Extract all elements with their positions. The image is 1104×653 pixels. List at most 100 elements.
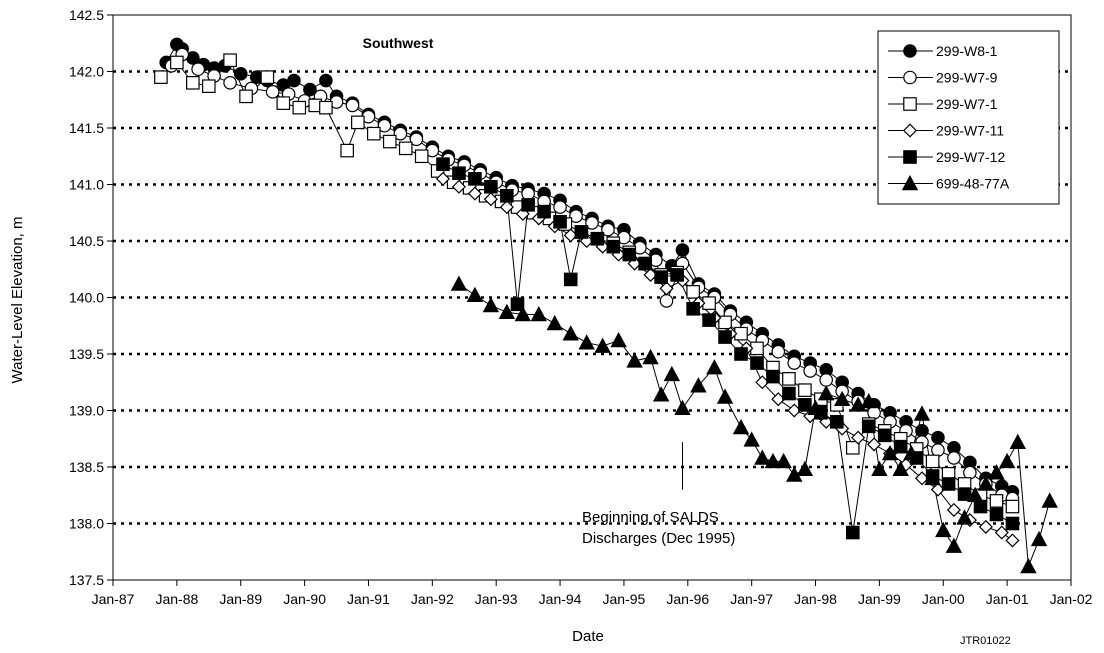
legend-label: 299-W7-12: [936, 149, 1005, 165]
y-tick-label: 142.0: [69, 64, 104, 80]
data-point-s5: [871, 460, 888, 477]
data-point-s1: [803, 364, 818, 378]
legend-label: 299-W7-11: [936, 123, 1004, 139]
data-point-s4: [798, 398, 812, 412]
data-point-s5: [807, 399, 824, 416]
data-point-s0: [319, 73, 333, 88]
data-point-s5: [743, 431, 760, 447]
data-point-s5: [663, 365, 681, 382]
x-tick-label: Jan-02: [1050, 591, 1093, 607]
data-point-s5: [1030, 530, 1048, 547]
salds-annotation: Beginning of SALDS Discharges (Dec 1995): [582, 442, 735, 547]
y-tick-label: 142.5: [69, 7, 104, 23]
data-point-s2: [686, 285, 700, 299]
data-point-s2: [260, 70, 275, 84]
data-point-s1: [601, 222, 615, 237]
x-axis-title: Date: [572, 628, 604, 645]
data-point-s4: [500, 189, 514, 203]
data-point-s5: [796, 460, 814, 477]
data-point-s5: [674, 399, 691, 416]
x-tick-label: Jan-96: [666, 591, 709, 607]
data-point-s2: [276, 96, 291, 110]
data-point-s3: [435, 171, 451, 186]
data-point-s2: [319, 100, 333, 115]
data-point-s4: [574, 225, 589, 239]
y-tick-label: 140.5: [69, 233, 104, 249]
x-tick-label: Jan-95: [603, 591, 646, 607]
data-point-s3: [946, 502, 961, 517]
legend-label: 299-W7-9: [936, 70, 998, 86]
data-point-s1: [409, 132, 424, 147]
legend-label: 299-W8-1: [936, 43, 998, 59]
chart-title: Southwest: [363, 35, 434, 51]
data-point-s2: [718, 315, 732, 330]
data-point-s5: [514, 305, 532, 322]
data-point-s0: [233, 66, 248, 81]
data-point-s4: [750, 356, 764, 370]
data-point-s1: [947, 451, 961, 465]
x-tick-label: Jan-98: [794, 591, 837, 607]
data-point-s5: [833, 390, 851, 406]
data-point-s4: [468, 172, 482, 186]
data-point-s0: [675, 243, 690, 257]
data-point-s3: [994, 525, 1009, 540]
data-point-s3: [451, 179, 466, 194]
legend: 299-W8-1 299-W7-9 299-W7-1 299-W7-11 299-W7-…: [877, 30, 1060, 205]
data-point-s5: [935, 521, 952, 538]
data-point-s5: [690, 377, 707, 393]
annotation-line-1: Beginning of SALDS: [582, 509, 719, 526]
data-point-s2: [340, 143, 354, 158]
data-point-s4: [521, 198, 535, 212]
x-tick-label: Jan-90: [283, 591, 326, 607]
data-point-s5: [450, 275, 468, 291]
data-point-s4: [537, 204, 551, 219]
data-point-s5: [626, 352, 643, 368]
data-point-s3: [499, 200, 514, 215]
data-point-s5: [945, 537, 963, 553]
data-point-s4: [845, 525, 860, 540]
data-point-s4: [622, 247, 637, 262]
data-point-s4: [734, 347, 748, 361]
data-point-s4: [718, 330, 732, 344]
data-point-s3: [978, 519, 993, 534]
data-point-s5: [716, 388, 734, 404]
data-point-s4: [606, 239, 621, 254]
data-point-s1: [585, 216, 599, 230]
data-point-s5: [732, 418, 750, 435]
y-tick-label: 137.5: [69, 572, 104, 588]
data-point-s5: [530, 305, 547, 322]
data-point-s4: [654, 270, 668, 284]
data-point-s1: [819, 373, 833, 387]
data-point-s5: [594, 337, 611, 353]
legend-marker: [903, 97, 917, 111]
data-point-s5: [652, 386, 670, 402]
axes: 137.5 138.0 138.5 139.0 139.5 140.0 140.5 141.0…: [69, 7, 1093, 607]
data-point-s0: [287, 73, 301, 88]
data-point-s2: [382, 134, 397, 149]
data-point-s5: [1020, 557, 1037, 574]
data-point-s4: [563, 272, 578, 287]
data-point-s2: [292, 100, 307, 115]
data-point-s4: [1005, 516, 1020, 531]
data-point-s5: [482, 296, 500, 313]
data-point-s1: [787, 356, 802, 370]
x-tick-label: Jan-91: [347, 591, 390, 607]
y-axis-title: Water-Level Elevation, m: [9, 216, 26, 383]
x-tick-label: Jan-97: [730, 591, 773, 607]
y-tick-label: 141.0: [69, 177, 104, 193]
legend-box: [877, 30, 1060, 205]
data-point-s5: [546, 315, 563, 331]
data-point-s1: [377, 118, 392, 133]
data-point-s2: [782, 372, 796, 386]
data-point-s1: [867, 405, 881, 420]
data-point-s2: [1005, 499, 1020, 514]
data-point-s5: [977, 475, 995, 491]
data-point-s2: [239, 89, 253, 104]
data-point-s1: [393, 126, 408, 141]
data-point-s1: [963, 465, 977, 480]
data-point-s4: [553, 214, 567, 229]
data-point-s2: [366, 126, 381, 141]
legend-marker: [903, 150, 917, 164]
data-point-s1: [771, 344, 786, 359]
